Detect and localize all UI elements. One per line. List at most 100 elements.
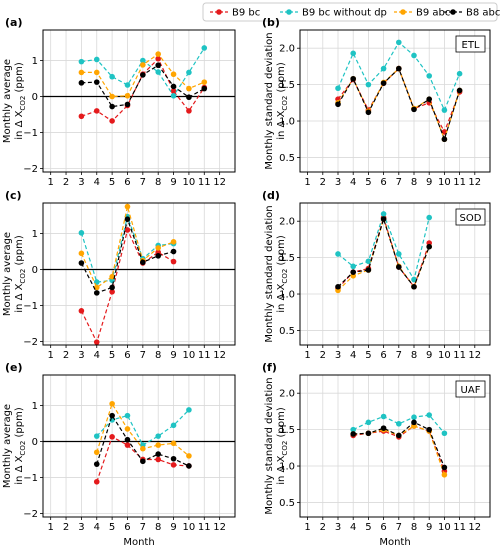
data-point [140,445,146,452]
data-point [411,283,417,290]
y-tick-label: 2.0 [279,217,295,228]
legend-marker [400,9,406,15]
x-tick-label: 8 [411,177,417,188]
data-point [78,58,85,65]
legend-label: B9 bc without dp [302,8,387,19]
data-point [109,273,115,280]
y-tick-label: 0.5 [279,153,295,164]
x-tick-label: 4 [350,522,356,533]
data-point [186,69,192,76]
x-tick-label: 2 [63,177,69,188]
x-tick-label: 8 [155,350,161,361]
x-tick-label: 5 [109,522,115,533]
panel-label: (d) [262,189,280,202]
x-tick-label: 2 [63,522,69,533]
data-point [93,108,100,114]
y-axis-label-line2: in Δ X [276,455,287,484]
x-tick-label: 1 [47,177,53,188]
data-point [93,290,100,296]
y-tick-label: 0 [32,437,38,448]
x-tick-label: 1 [47,522,53,533]
x-tick-label: 11 [198,350,211,361]
y-axis-label: Monthly standard deviationin Δ XCO2 (ppm… [264,32,289,169]
data-point [201,85,208,92]
data-point [155,69,161,75]
data-point [155,433,161,439]
y-axis-label: Monthly averagein Δ XCO2 (ppm) [2,59,27,143]
y-tick-label: 1.0 [279,290,295,301]
data-point [155,442,161,448]
data-point [124,442,131,448]
y-axis-label-line2: in Δ X [14,283,25,312]
x-tick-label: 8 [411,350,417,361]
series [78,62,208,110]
y-tick-label: 2.0 [279,44,295,55]
data-point [441,471,448,478]
y-axis-label-subscript: CO2 [19,269,27,284]
x-tick-label: 3 [78,350,84,361]
data-point [109,93,115,100]
y-axis-label-unit: (ppm) [276,235,287,269]
x-tick-label: 12 [468,177,481,188]
x-tick-label: 6 [124,177,130,188]
series [335,211,433,283]
panel-label: (c) [5,189,22,202]
y-tick-label: −2 [23,337,38,348]
x-tick-label: 5 [365,177,371,188]
data-point [201,79,208,85]
data-point [124,203,131,210]
data-point [93,56,100,63]
y-axis-label: Monthly averagein Δ XCO2 (ppm) [2,404,27,488]
site-label-box: UAF [455,380,486,398]
series [78,51,208,100]
legend-item: B9 bc without dp [280,8,387,19]
x-tick-label: 9 [426,177,432,188]
data-point [170,455,177,462]
data-point [365,430,372,437]
data-point [93,478,100,485]
x-tick-label: 11 [198,522,211,533]
y-tick-label: 1 [32,229,38,240]
x-tick-label: 12 [468,522,481,533]
y-axis-label-line2: in Δ X [276,110,287,139]
x-tick-label: 4 [94,350,100,361]
y-tick-label: 1 [32,401,38,412]
data-point [380,80,387,86]
x-tick-label: 2 [320,350,326,361]
x-tick-label: 2 [320,177,326,188]
x-tick-label: 7 [396,350,402,361]
x-tick-label: 8 [155,522,161,533]
data-point [93,433,100,439]
data-point [124,426,131,432]
site-label-box: SOD [455,208,486,226]
panel-label: (f) [262,361,277,374]
data-point [411,276,417,283]
legend-marker [216,9,222,15]
x-tick-label: 3 [78,177,84,188]
axes-frame [42,29,236,173]
y-axis-label-unit: (ppm) [276,62,287,96]
data-point [155,451,161,457]
legend-label: B8 abc [466,8,500,19]
series [93,407,192,448]
data-point [109,73,115,80]
data-point [335,251,341,257]
data-point [170,248,177,255]
y-axis-label-unit: (ppm) [14,407,25,441]
data-point [155,456,161,463]
y-tick-label: −1 [23,473,38,484]
axes-frame [299,29,491,173]
x-tick-label: 2 [63,350,69,361]
data-point [109,284,115,291]
series [335,216,433,290]
x-tick-label: 11 [198,177,211,188]
y-axis-label-unit: (ppm) [276,407,287,441]
x-tick-label: 7 [140,177,146,188]
series [335,39,463,113]
data-point [411,414,417,421]
y-axis-label: Monthly standard deviationin Δ XCO2 (ppm… [264,205,289,342]
x-tick-label: 12 [213,522,226,533]
y-axis-label-line1: Monthly average [2,404,13,488]
